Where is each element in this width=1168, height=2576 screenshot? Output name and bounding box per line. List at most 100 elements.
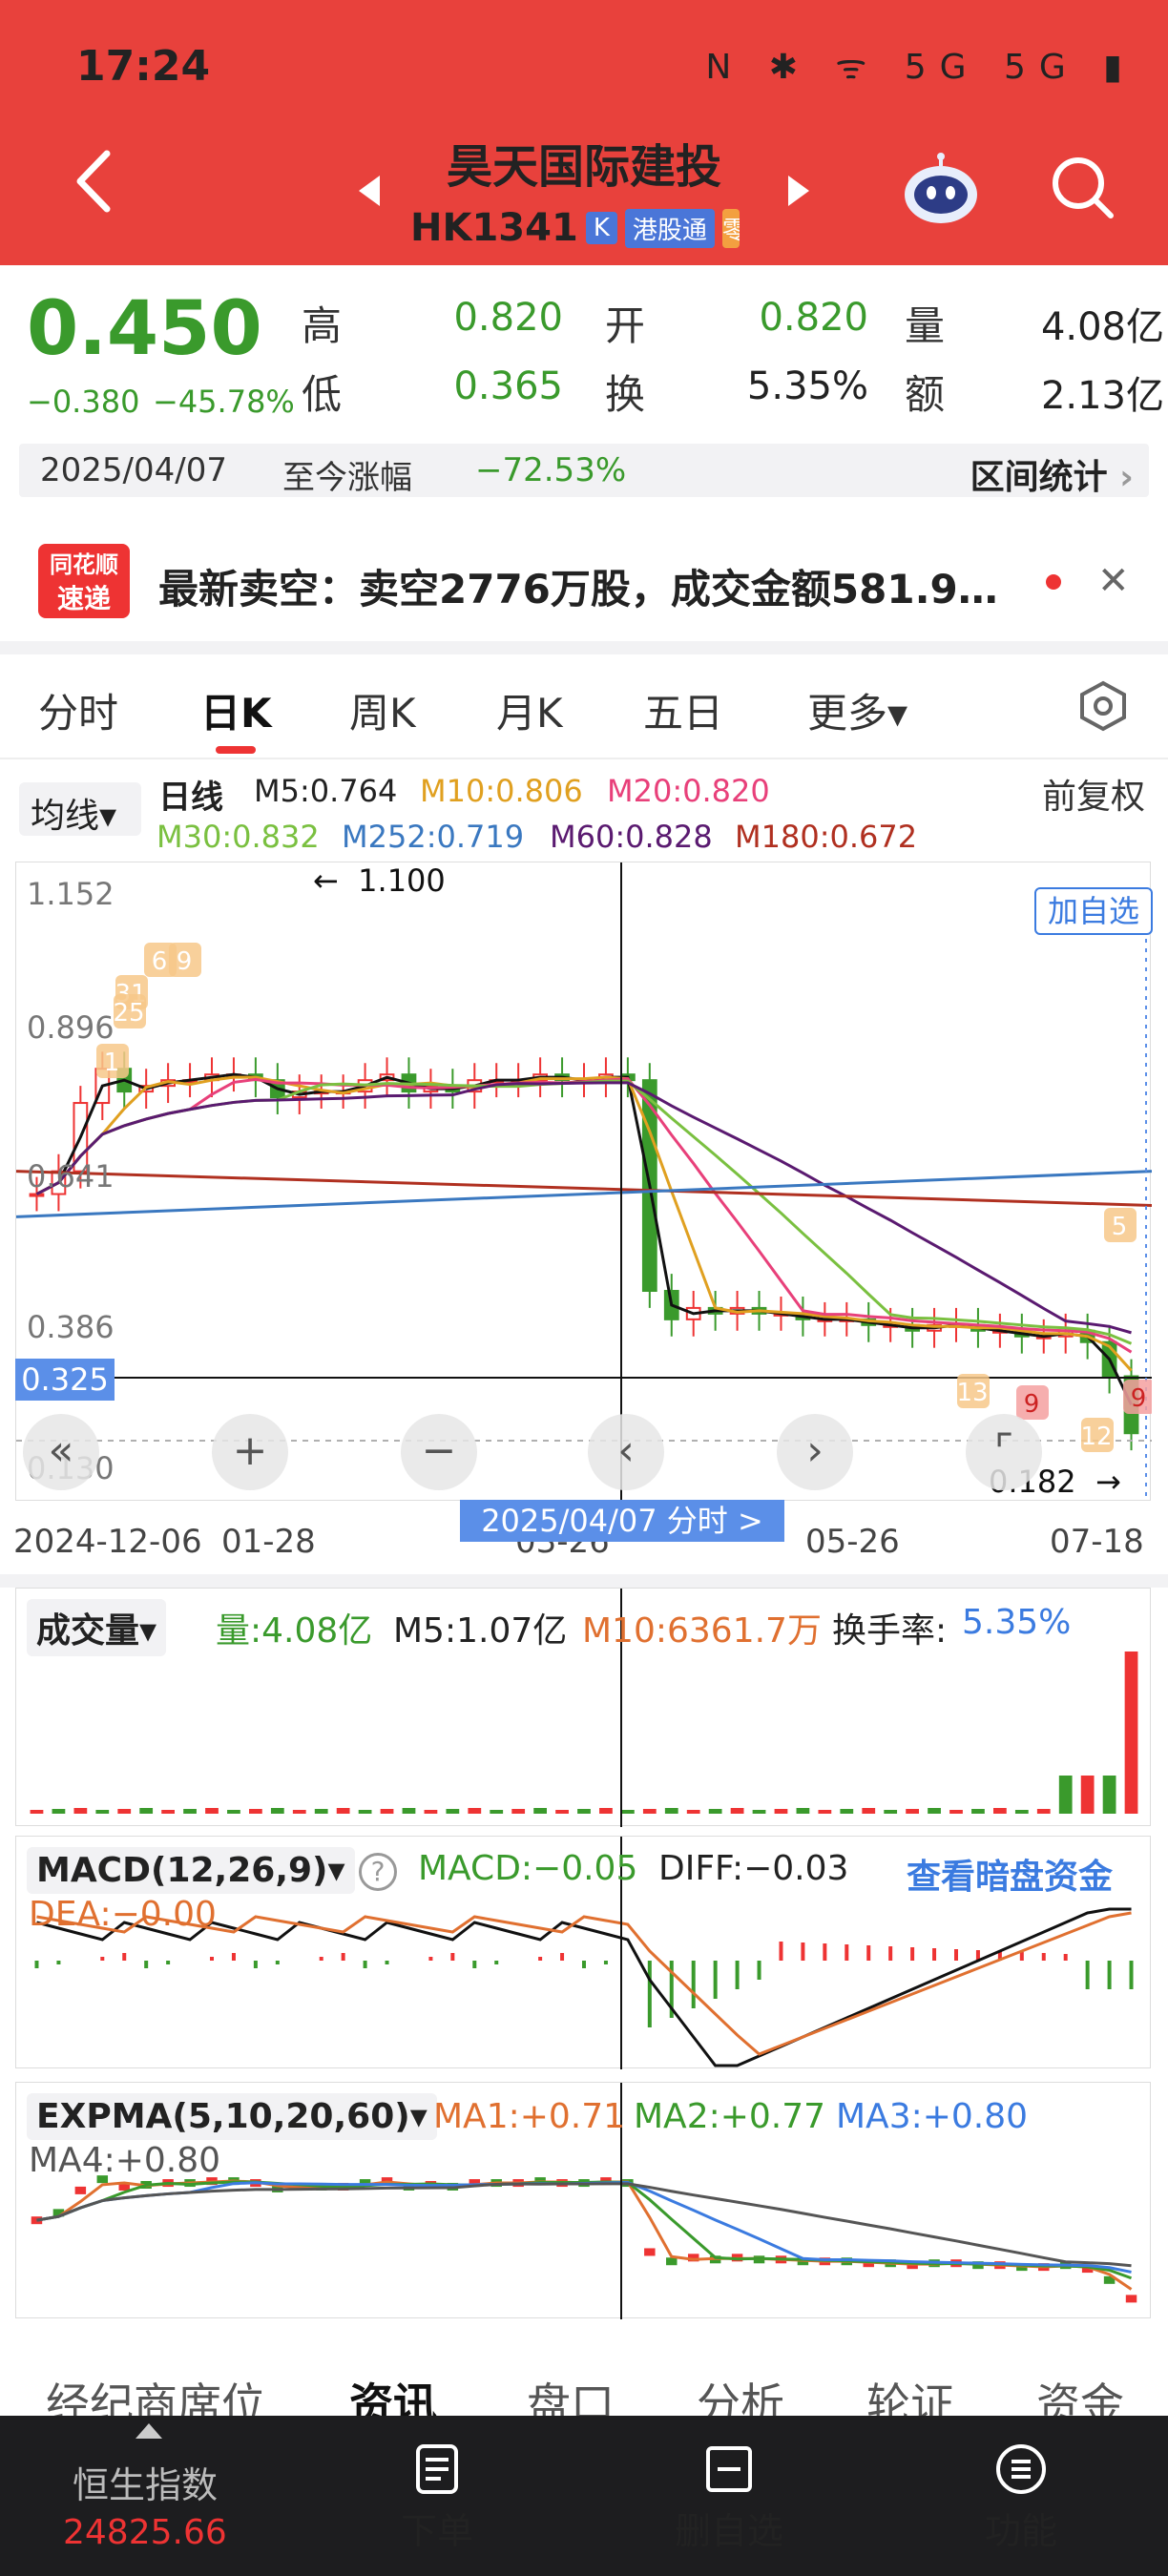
tab-five-day[interactable]: 五日 (643, 690, 724, 737)
dark-pool-link[interactable]: 查看暗盘资金 (907, 1858, 1114, 1897)
volume-bar (971, 1809, 985, 1814)
volume-m10: M10:6361.7万 (582, 1611, 822, 1651)
price-adjustment-toggle[interactable]: 前复权 (1041, 778, 1145, 817)
scroll-to-start-button[interactable]: « (23, 1414, 99, 1490)
chevron-left-icon (76, 150, 111, 213)
expma-indicator-selector[interactable]: EXPMA(5,10,20,60)▾ (27, 2093, 437, 2140)
expma-candle (1081, 2265, 1094, 2274)
volume-bar (642, 1809, 657, 1814)
remove-watchlist-button[interactable]: 删自选 (634, 2442, 824, 2554)
volume-bar (358, 1810, 372, 1814)
ma-m252: M252:0.719 (342, 819, 525, 855)
news-close-button[interactable]: ✕ (1097, 559, 1130, 603)
interval-stats-label: 区间统计 (970, 458, 1108, 497)
back-button[interactable] (67, 148, 124, 215)
volume-bar (1080, 1776, 1095, 1814)
dea-value: DEA:−0.00 (29, 1895, 217, 1934)
ma-line-m60 (35, 1081, 1132, 1335)
expma-candle (1103, 2275, 1116, 2284)
range-change-value: −72.53% (475, 451, 627, 489)
tab-monthly-k[interactable]: 月K (496, 690, 563, 737)
pan-left-button[interactable]: ‹ (588, 1414, 664, 1490)
expma-ma3: MA3:+0.80 (836, 2097, 1029, 2136)
volume-bar (752, 1810, 766, 1814)
kline-svg: 69312515139129 (15, 862, 1156, 1502)
event-marker (144, 943, 177, 977)
kline-chart[interactable]: 69312515139129 (15, 862, 1156, 1502)
ma-line-m180 (15, 1170, 1153, 1207)
interval-stats-button[interactable]: 区间统计 › (970, 449, 1134, 499)
status-time: 17:24 (76, 42, 211, 91)
news-headline[interactable]: 最新卖空：卖空2776万股，成交金额581.9… (158, 566, 998, 613)
pan-right-button[interactable]: › (777, 1414, 853, 1490)
index-value: 24825.66 (63, 2513, 227, 2552)
expma-candle (644, 2248, 656, 2256)
volume-bar (577, 1809, 591, 1814)
ai-assistant-button[interactable] (901, 153, 981, 229)
ma-indicator-selector[interactable]: 均线▾ (19, 782, 141, 836)
tab-more[interactable]: 更多▾ (807, 690, 908, 737)
ma-line-m20 (35, 1077, 1133, 1354)
help-icon[interactable]: ? (359, 1853, 397, 1891)
chevron-right-icon: › (806, 1426, 824, 1475)
chart-settings-button[interactable] (1076, 679, 1130, 733)
max-price-value: 1.100 (358, 862, 446, 899)
high-label: 高 (302, 302, 343, 349)
unread-dot (1046, 574, 1061, 590)
minus-square-icon (706, 2446, 752, 2492)
tab-intraday[interactable]: 分时 (38, 690, 119, 737)
event-marker-label: 9 (1131, 1384, 1147, 1413)
tab-daily-k[interactable]: 日K (200, 690, 272, 737)
close-icon: ✕ (1097, 559, 1130, 603)
volume-bar (183, 1809, 197, 1814)
search-button[interactable] (1048, 153, 1116, 221)
volume-bar (686, 1810, 700, 1814)
add-watchlist-button[interactable]: 加自选 (1034, 887, 1153, 935)
tab-weekly-k[interactable]: 周K (349, 690, 416, 737)
fullscreen-button[interactable]: ⌜ (966, 1414, 1042, 1490)
event-marker (1104, 1208, 1137, 1242)
next-stock-button[interactable] (784, 172, 813, 210)
double-chevron-left-icon: « (48, 1426, 74, 1475)
expma-line-1 (36, 2179, 1133, 2291)
volume-value: 4.08亿 (1040, 305, 1164, 349)
ma-m60: M60:0.828 (550, 819, 713, 855)
range-start-date: 2025/04/07 (40, 451, 227, 489)
zoom-out-button[interactable]: − (401, 1414, 477, 1490)
expma-candle (359, 2179, 371, 2188)
order-button[interactable]: 下单 (342, 2442, 532, 2554)
top-header (0, 0, 1168, 265)
volume-indicator-selector[interactable]: 成交量▾ (27, 1599, 167, 1656)
change-amount: −0.380 (27, 384, 140, 420)
y-label-3: 0.641 (27, 1158, 115, 1195)
expma-line-3 (36, 2180, 1132, 2274)
volume-bar (139, 1808, 154, 1814)
volume-bar (621, 1810, 635, 1814)
volume-bar (205, 1808, 219, 1814)
turnover-rate-value: 5.35% (962, 1603, 1072, 1642)
volume-bar (161, 1810, 175, 1814)
expma-candle (1125, 2295, 1137, 2303)
prev-stock-button[interactable] (355, 172, 384, 210)
expma-candle (52, 2209, 65, 2217)
ma-lines-group (15, 1072, 1153, 1406)
event-marker (96, 1044, 129, 1078)
volume-bar (906, 1809, 919, 1814)
remove-watchlist-label: 删自选 (674, 2510, 783, 2552)
functions-button[interactable]: 功能 (926, 2442, 1116, 2554)
ma-line-m5 (35, 1072, 1133, 1406)
amount-value: 2.13亿 (1040, 374, 1164, 418)
index-name[interactable]: 恒生指数 (73, 2464, 219, 2506)
macd-indicator-selector[interactable]: MACD(12,26,9)▾ (27, 1847, 355, 1894)
status-icons: N ✱ ᯤ 5G 5G ▮ (705, 48, 1136, 87)
news-logo-line1: 同花顺 (50, 551, 118, 578)
volume-label: 量 (905, 302, 946, 349)
zoom-in-button[interactable]: + (212, 1414, 288, 1490)
y-label-2: 0.896 (27, 1009, 115, 1046)
volume-bar (95, 1810, 110, 1814)
event-marker (1081, 1418, 1114, 1452)
expma-ma2: MA2:+0.77 (634, 2097, 826, 2136)
diff-value: DIFF:−0.03 (658, 1849, 849, 1888)
cursor-date-tag[interactable]: 2025/04/07 分时 > (460, 1500, 784, 1542)
ma-m5: M5:0.764 (254, 773, 398, 809)
